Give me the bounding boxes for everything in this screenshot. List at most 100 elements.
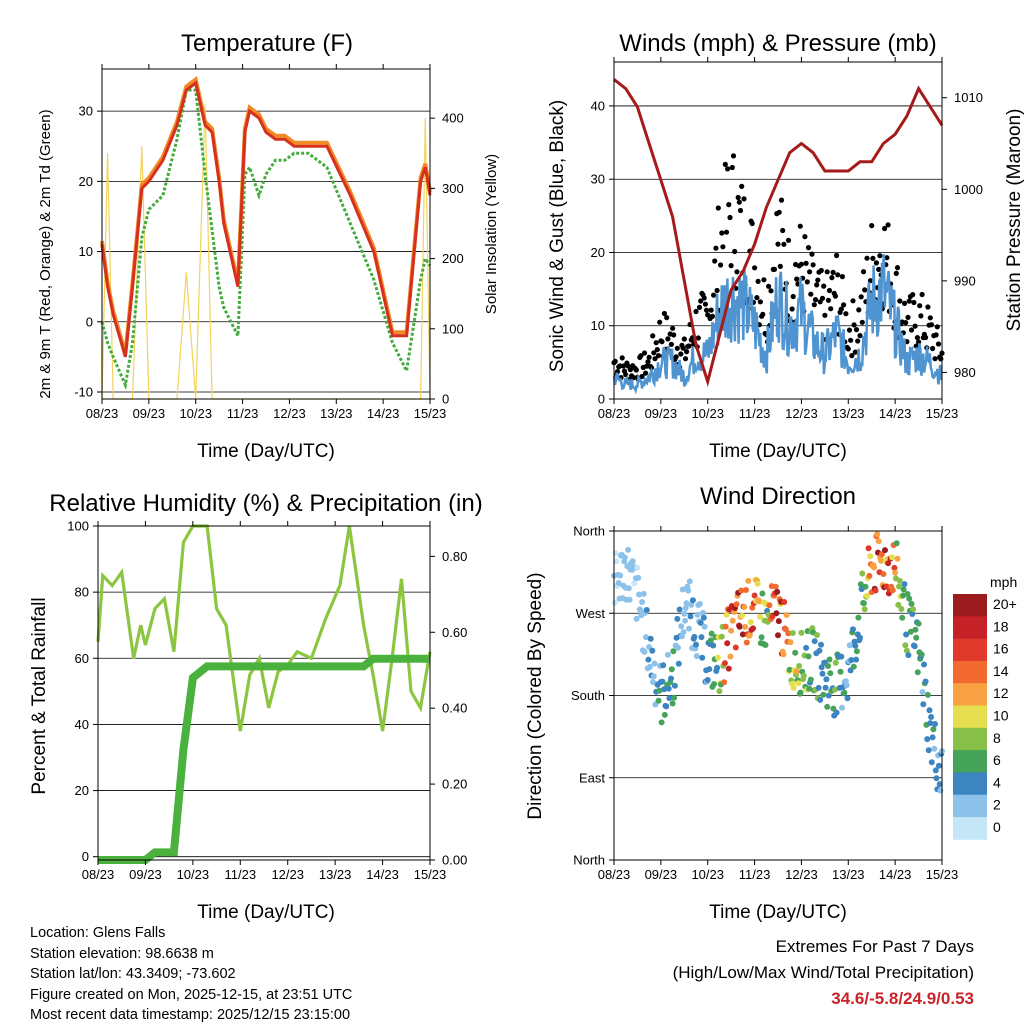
colorbar-level-label: 20+ (993, 596, 1017, 612)
gust-point (639, 373, 645, 380)
colorbar-swatch (953, 683, 987, 706)
direction-point (927, 720, 934, 727)
gust-point (728, 263, 734, 269)
direction-point (625, 546, 632, 553)
direction-point (686, 578, 693, 585)
direction-point (865, 545, 872, 552)
gust-point (671, 332, 677, 338)
winds-xtick-label: 09/23 (645, 406, 678, 421)
gust-point (654, 347, 660, 353)
direction-point (615, 580, 622, 586)
gust-point (824, 269, 830, 275)
gust-point (826, 287, 833, 294)
direction-point (676, 606, 683, 613)
direction-point (759, 590, 766, 597)
direction-point (892, 569, 899, 576)
direction-point (685, 587, 692, 594)
winds-ytick-label: 10 (591, 318, 605, 333)
winds-y2tick-label: 1010 (954, 90, 983, 105)
direction-point (646, 663, 653, 670)
temperature-y2tick-label: 0 (442, 392, 449, 407)
direction-point (693, 653, 700, 660)
direction-point (797, 689, 804, 696)
gust-point (918, 313, 924, 319)
direction-point (818, 664, 825, 671)
direction-point (691, 633, 698, 640)
colorbar-level-label: 14 (993, 663, 1009, 679)
colorbar-swatch (953, 727, 987, 751)
direction-point (674, 615, 681, 622)
direction-point (898, 606, 905, 612)
winds-xtick-label: 12/23 (785, 406, 818, 421)
temperature-ytick-label: 30 (79, 104, 93, 119)
direction-point (814, 632, 820, 638)
direction-point (710, 642, 717, 649)
direction-point (698, 634, 705, 641)
direction-point (664, 651, 671, 658)
gust-point (752, 265, 758, 271)
gust-point (741, 196, 747, 202)
direction-ytick-label: East (579, 770, 605, 785)
gust-point (830, 269, 836, 275)
humidity-xlabel: Time (Day/UTC) (197, 902, 335, 923)
direction-point (878, 551, 885, 558)
direction-xtick-label: 10/23 (691, 867, 724, 882)
gust-point (908, 327, 915, 333)
direction-xtick-label: 12/23 (785, 867, 818, 882)
direction-point (827, 670, 834, 677)
gust-point (852, 349, 858, 355)
direction-point (825, 692, 832, 699)
gust-point (775, 241, 781, 247)
direction-point (933, 775, 940, 782)
direction-point (928, 714, 935, 720)
direction-point (634, 564, 641, 571)
gust-point (834, 252, 840, 259)
direction-point (718, 633, 725, 640)
gust-point (819, 295, 826, 301)
gust-point (839, 274, 846, 280)
gust-point (825, 297, 832, 303)
gust-point (643, 370, 649, 376)
direction-point (922, 678, 929, 685)
direction-point (721, 679, 728, 686)
direction-point (724, 640, 731, 647)
gust-point (850, 298, 856, 304)
winds-ylabel: Sonic Wind & Gust (Blue, Black) (547, 100, 568, 372)
direction-point (739, 631, 746, 638)
temperature-xtick-label: 08/23 (86, 406, 119, 421)
gust-point (873, 260, 880, 266)
gust-point (848, 337, 854, 343)
direction-point (631, 580, 638, 587)
direction-point (661, 686, 667, 693)
winds-title: Winds (mph) & Pressure (mb) (619, 30, 936, 57)
direction-point (626, 596, 633, 603)
direction-point (617, 572, 624, 579)
gust-point (790, 293, 796, 300)
gust-point (715, 205, 721, 211)
gust-point (757, 299, 764, 305)
gust-point (645, 359, 651, 365)
gust-point (713, 245, 719, 251)
direction-point (743, 639, 750, 646)
direction-point (899, 614, 906, 621)
direction-point (643, 607, 650, 613)
direction-point (846, 642, 853, 649)
direction-point (866, 572, 873, 579)
direction-point (700, 609, 706, 616)
direction-point (824, 703, 831, 710)
direction-point (756, 598, 763, 605)
temperature-xlabel: Time (Day/UTC) (197, 441, 335, 462)
direction-point (732, 644, 739, 651)
direction-point (859, 570, 866, 577)
gust-point (935, 341, 942, 347)
temperature-y2label: Solar Insolation (Yellow) (483, 154, 500, 314)
direction-point (909, 611, 916, 617)
gust-point (927, 315, 933, 321)
direction-point (932, 767, 939, 774)
winds-ytick-label: 40 (591, 98, 605, 113)
gust-point (901, 300, 908, 306)
gust-point (650, 333, 656, 339)
direction-point (725, 665, 732, 672)
direction-point (775, 618, 782, 625)
gust-point (723, 229, 730, 235)
